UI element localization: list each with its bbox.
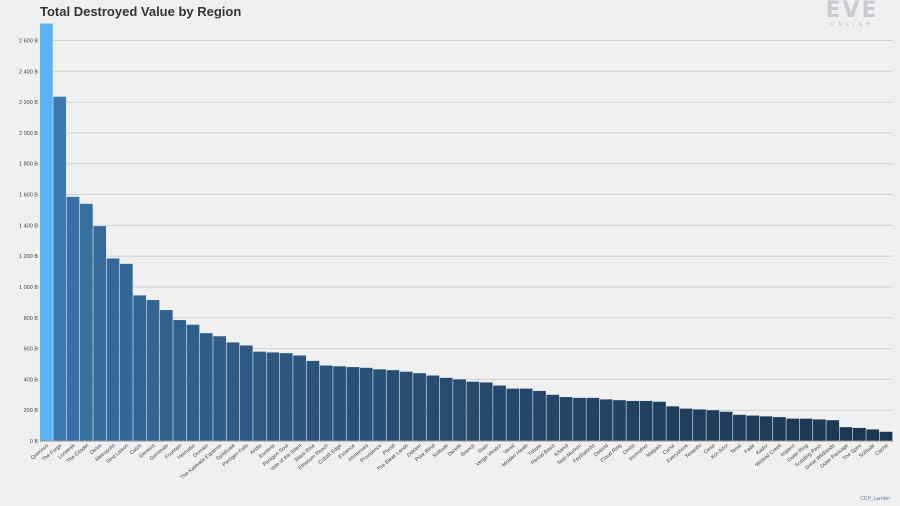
bar: [879, 431, 893, 441]
bar: [706, 410, 720, 441]
bar: [826, 420, 840, 441]
bar: [306, 360, 320, 441]
y-tick-label: 1 800 B: [19, 162, 38, 168]
bar: [759, 416, 773, 441]
bar: [319, 365, 333, 441]
bar: [373, 369, 386, 441]
bar: [653, 401, 666, 441]
y-tick-label: 0 B: [30, 439, 39, 445]
y-tick-label: 200 B: [24, 408, 39, 414]
y-tick-label: 2 000 B: [19, 131, 38, 137]
bar: [359, 367, 373, 441]
eve-online-logo: EVE ONLINE: [822, 0, 882, 30]
bar: [666, 406, 680, 441]
bar: [173, 320, 187, 441]
bar: [613, 400, 626, 441]
bar: [719, 411, 733, 441]
bar: [773, 417, 786, 441]
bar: [639, 400, 653, 441]
bar: [493, 385, 506, 441]
y-tick-label: 2 200 B: [19, 100, 38, 106]
bar: [626, 400, 640, 441]
y-tick-label: 1 400 B: [19, 223, 38, 229]
y-tick-label: 1 600 B: [19, 193, 38, 199]
bar: [239, 345, 253, 441]
y-tick-label: 400 B: [24, 377, 39, 383]
bar: [679, 408, 693, 441]
bar: [279, 353, 293, 441]
bar: [119, 263, 133, 441]
bar: [813, 419, 826, 441]
bar: [839, 427, 853, 441]
bar: [746, 415, 760, 441]
bar: [519, 388, 533, 441]
bar: [346, 367, 360, 441]
bar: [146, 300, 160, 441]
bar: [186, 324, 200, 441]
bar: [399, 371, 413, 441]
bar: [853, 427, 866, 441]
bar: [66, 196, 80, 441]
bar: [573, 397, 586, 441]
bar: [479, 382, 493, 441]
bar: [386, 370, 400, 441]
bar: [786, 418, 800, 441]
logo-wordmark: EVE: [825, 0, 879, 23]
bar: [559, 397, 573, 441]
bar: [333, 366, 346, 441]
y-tick-label: 1 200 B: [19, 254, 38, 260]
chart-title: Total Destroyed Value by Region: [40, 4, 242, 19]
bar: [266, 352, 280, 441]
bar: [159, 310, 173, 441]
bar: [53, 96, 67, 441]
x-tick-label: Cache: [874, 443, 889, 457]
y-tick-label: 1 000 B: [19, 285, 38, 291]
x-tick-label: Branch: [460, 443, 477, 458]
bar: [693, 409, 706, 441]
bar: [466, 381, 480, 441]
y-tick-label: 600 B: [24, 347, 39, 353]
bar: [79, 203, 93, 441]
bar: [199, 333, 213, 441]
y-tick-label: 2 400 B: [19, 69, 38, 75]
bar: [439, 377, 453, 441]
y-tick-label: 2 600 B: [19, 38, 38, 44]
bar: [599, 399, 613, 441]
bar: [506, 388, 520, 441]
x-tick-label: Fade: [743, 443, 756, 455]
bar: [106, 258, 120, 441]
bar: [799, 418, 813, 441]
bar: [213, 336, 226, 441]
x-tick-label: Tenal: [730, 443, 743, 456]
bar: [293, 355, 306, 441]
bar: [866, 429, 880, 441]
y-tick-label: 800 B: [24, 316, 39, 322]
bar: [453, 379, 466, 441]
x-tick-label: Malpais: [645, 443, 663, 459]
bar: [40, 23, 53, 442]
bar: [426, 375, 440, 441]
bar: [733, 414, 746, 441]
bar: [533, 390, 546, 441]
author-credit: CCP_Larrikin: [860, 496, 890, 502]
bar: [253, 351, 266, 441]
bar: [586, 397, 600, 441]
bar: [226, 342, 240, 441]
logo-subtitle: ONLINE: [830, 22, 874, 28]
bar: [93, 226, 107, 441]
bar: [413, 373, 426, 441]
bar: [546, 394, 560, 441]
x-tick-label: Verge Vendor: [475, 443, 503, 468]
bar: [133, 295, 147, 441]
